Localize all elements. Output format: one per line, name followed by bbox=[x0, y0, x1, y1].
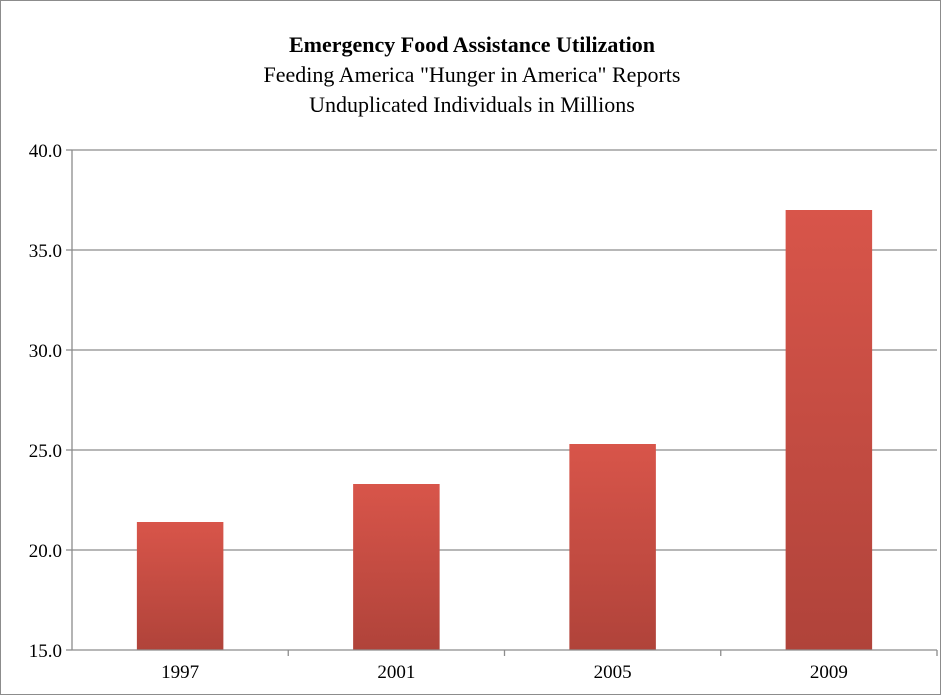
bars bbox=[136, 210, 873, 650]
bar-2009 bbox=[785, 210, 873, 650]
bar-2005 bbox=[569, 444, 656, 650]
y-tick-label: 35.0 bbox=[29, 241, 62, 262]
x-tick-label: 1997 bbox=[161, 662, 199, 683]
y-tick-label: 20.0 bbox=[29, 541, 62, 562]
tick-labels: 15.0 20.0 25.0 30.0 35.0 40.0 1997 2001 2005 2009 bbox=[29, 141, 848, 683]
y-tick-label: 25.0 bbox=[29, 441, 62, 462]
x-tick-label: 2005 bbox=[594, 662, 632, 683]
y-tick-label: 40.0 bbox=[29, 141, 62, 162]
y-tick-label: 15.0 bbox=[29, 641, 62, 662]
bar-2001 bbox=[353, 484, 440, 650]
x-tick-label: 2001 bbox=[377, 662, 415, 683]
chart-title: Emergency Food Assistance Utilization bbox=[288, 32, 656, 57]
axes bbox=[66, 149, 938, 656]
chart-subtitle-line-1: Feeding America "Hunger in America" Repo… bbox=[263, 62, 681, 87]
chart-subtitle-line-2: Unduplicated Individuals in Millions bbox=[309, 92, 635, 117]
chart-title-block: Emergency Food Assistance Utilization Fe… bbox=[0, 30, 944, 120]
bar-1997 bbox=[136, 522, 224, 650]
x-tick-label: 2009 bbox=[810, 662, 848, 683]
y-tick-label: 30.0 bbox=[29, 341, 62, 362]
